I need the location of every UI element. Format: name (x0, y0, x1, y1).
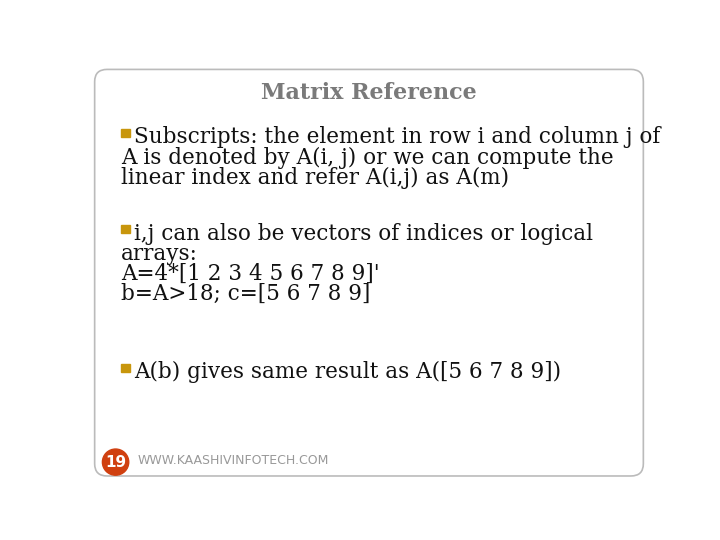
Bar (121, 129, 130, 137)
Circle shape (102, 449, 129, 475)
Text: A=4*[1 2 3 4 5 6 7 8 9]': A=4*[1 2 3 4 5 6 7 8 9]' (121, 262, 379, 285)
Text: linear index and refer A(i,j) as A(m): linear index and refer A(i,j) as A(m) (121, 166, 509, 188)
Text: i,j can also be vectors of indices or logical: i,j can also be vectors of indices or lo… (134, 222, 593, 245)
Bar (121, 225, 130, 233)
Text: b=A>18; c=[5 6 7 8 9]: b=A>18; c=[5 6 7 8 9] (121, 283, 370, 305)
FancyBboxPatch shape (94, 70, 644, 476)
Text: Matrix Reference: Matrix Reference (261, 82, 477, 104)
Text: 19: 19 (105, 455, 126, 470)
Text: arrays:: arrays: (121, 242, 198, 265)
Text: A is denoted by A(i, j) or we can compute the: A is denoted by A(i, j) or we can comput… (121, 146, 613, 168)
Text: A(b) gives same result as A([5 6 7 8 9]): A(b) gives same result as A([5 6 7 8 9]) (134, 361, 562, 383)
Text: Subscripts: the element in row i and column j of: Subscripts: the element in row i and col… (134, 126, 660, 149)
Text: WWW.KAASHIVINFOTECH.COM: WWW.KAASHIVINFOTECH.COM (138, 454, 330, 467)
Bar (121, 363, 130, 372)
